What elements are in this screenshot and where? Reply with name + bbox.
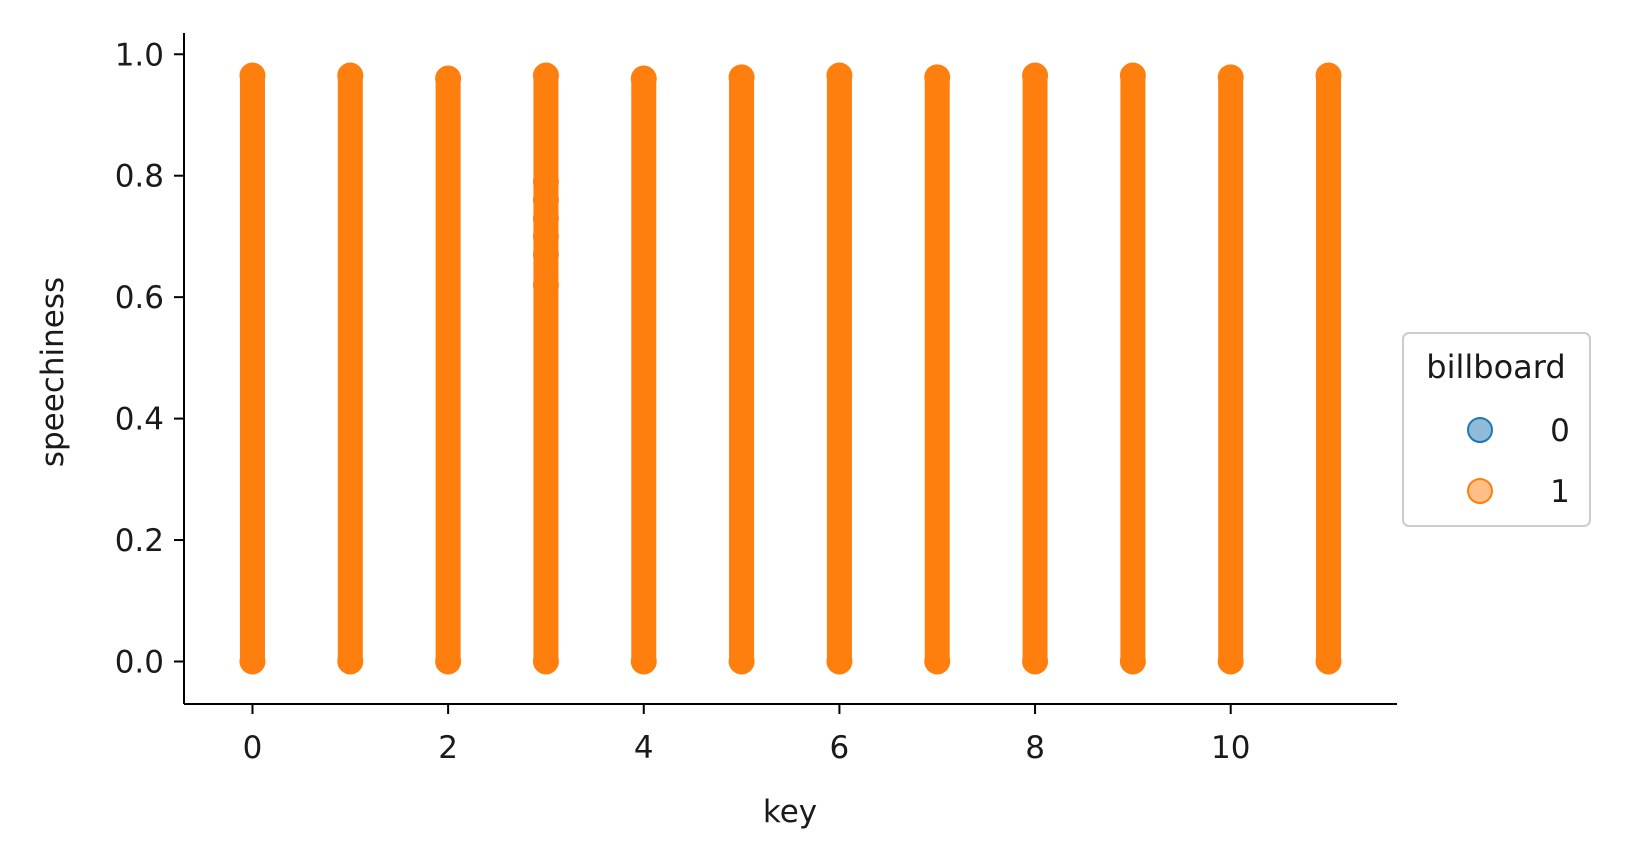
- point-max-key-5: [728, 64, 755, 91]
- legend-title: billboard: [1426, 348, 1565, 386]
- point-min-key-7: [924, 648, 951, 675]
- x-tick-label-0: 0: [243, 730, 263, 766]
- point-min-key-4: [630, 648, 657, 675]
- x-tick-label-8: 8: [1025, 730, 1045, 766]
- point-key-3-extra-1: [532, 241, 559, 268]
- x-ticks: 0 2 4 6 8 10: [243, 704, 1250, 766]
- point-min-key-6: [826, 648, 853, 675]
- y-tick-label-4: 0.8: [115, 159, 164, 195]
- point-min-key-5: [728, 648, 755, 675]
- point-column-key-8: [1022, 62, 1049, 675]
- x-tick-label-10: 10: [1211, 730, 1250, 766]
- point-max-key-11: [1315, 62, 1342, 89]
- point-max-key-3: [532, 62, 559, 89]
- point-column-key-4: [630, 65, 657, 675]
- point-key-3-extra-4: [532, 186, 559, 213]
- y-axis-label: speechiness: [35, 277, 71, 467]
- point-min-key-8: [1022, 648, 1049, 675]
- point-key-3-extra-0: [532, 272, 559, 299]
- point-min-key-3: [532, 648, 559, 675]
- point-max-key-6: [826, 62, 853, 89]
- point-column-key-9: [1119, 62, 1146, 675]
- plot-marks: [239, 62, 1342, 675]
- point-column-key-3: [532, 62, 559, 675]
- point-min-key-1: [337, 648, 364, 675]
- y-tick-label-5: 1.0: [115, 37, 164, 73]
- point-min-key-9: [1119, 648, 1146, 675]
- x-tick-label-2: 2: [438, 730, 458, 766]
- point-column-key-10: [1217, 64, 1244, 675]
- legend-label-1: 1: [1550, 474, 1570, 510]
- legend-frame: [1402, 332, 1591, 527]
- legend-marker-1: [1467, 478, 1493, 504]
- point-column-key-5: [728, 64, 755, 675]
- point-max-key-8: [1022, 62, 1049, 89]
- point-key-3-extra-3: [532, 205, 559, 232]
- point-max-key-0: [239, 62, 266, 89]
- axes: [183, 33, 1397, 705]
- point-column-key-7: [924, 64, 951, 675]
- point-max-key-1: [337, 62, 364, 89]
- point-key-3-extra-2: [532, 223, 559, 250]
- y-tick-label-2: 0.4: [115, 402, 164, 438]
- point-min-key-0: [239, 648, 266, 675]
- point-min-key-11: [1315, 648, 1342, 675]
- legend-label-0: 0: [1550, 413, 1570, 449]
- point-column-key-1: [337, 62, 364, 675]
- x-tick-label-6: 6: [830, 730, 850, 766]
- y-tick-label-3: 0.6: [115, 280, 164, 316]
- legend-marker-0: [1467, 417, 1493, 443]
- y-tick-label-0: 0.0: [115, 644, 164, 680]
- point-max-key-9: [1119, 62, 1146, 89]
- x-tick-label-4: 4: [634, 730, 654, 766]
- point-max-key-2: [435, 65, 462, 92]
- point-column-key-11: [1315, 62, 1342, 675]
- point-max-key-7: [924, 64, 951, 91]
- y-tick-label-1: 0.2: [115, 523, 164, 559]
- point-column-key-2: [435, 65, 462, 675]
- y-ticks: 0.0 0.2 0.4 0.6 0.8 1.0: [115, 37, 184, 680]
- point-key-3-extra-5: [532, 168, 559, 195]
- point-max-key-10: [1217, 64, 1244, 91]
- point-column-key-6: [826, 62, 853, 675]
- legend: billboard 0 1: [1402, 332, 1591, 527]
- x-axis-label: key: [763, 794, 817, 830]
- point-max-key-4: [630, 65, 657, 92]
- point-min-key-2: [435, 648, 462, 675]
- point-min-key-10: [1217, 648, 1244, 675]
- point-column-key-0: [239, 62, 266, 675]
